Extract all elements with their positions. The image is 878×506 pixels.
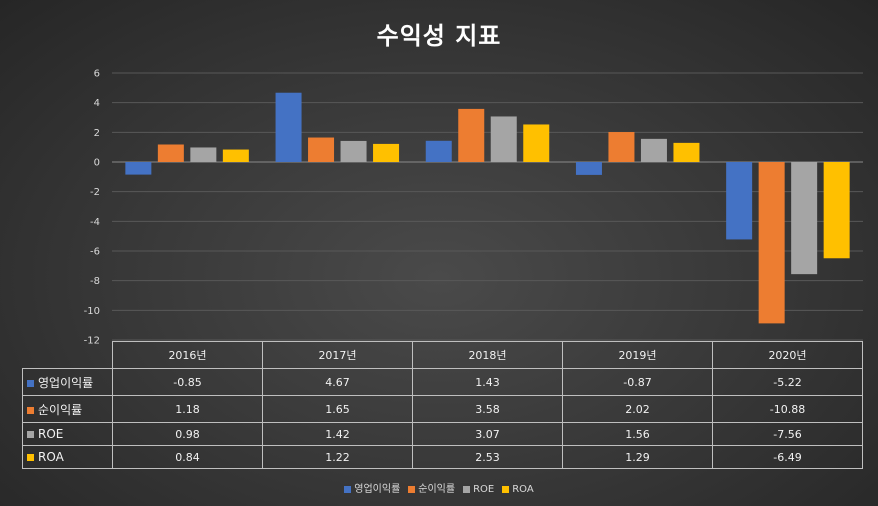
series-name: 영업이익률 [38,375,94,390]
y-tick-label: -4 [90,217,100,228]
series-swatch [27,431,34,438]
legend-item: 영업이익률 [344,480,400,495]
table-row: ROE 0.98 1.42 3.07 1.56 -7.56 [22,422,863,446]
bar-순이익률-2018년 [458,108,485,162]
bar-ROE-2019년 [640,138,667,162]
y-tick-label: 2 [94,128,100,139]
table-header-cell: 2016년 [112,341,263,369]
y-tick-label: -8 [90,276,100,287]
table-row-header: 영업이익률 [22,368,113,396]
bar-영업이익률-2018년 [425,140,452,162]
y-tick-label: 4 [94,98,100,109]
legend-label: 순이익률 [418,484,456,495]
legend-swatch [408,485,416,493]
table-value-cell: -10.88 [712,395,863,423]
table-value-cell: 3.58 [412,395,563,423]
table-value-cell: 2.02 [562,395,713,423]
table-header-cell: 2017년 [262,341,413,369]
y-tick-label: 6 [94,69,100,80]
table-row-header: ROE [22,422,113,446]
bar-영업이익률-2017년 [275,92,302,162]
table-value-cell: 1.22 [262,445,413,469]
table-value-cell: 0.98 [112,422,263,446]
bar-ROA-2016년 [222,149,249,162]
table-value-cell: 1.56 [562,422,713,446]
table-value-cell: 1.42 [262,422,413,446]
table-value-cell: -0.85 [112,368,263,396]
bar-순이익률-2019년 [608,132,635,162]
legend-label: ROE [473,484,495,495]
table-row: 순이익률 1.18 1.65 3.58 2.02 -10.88 [22,395,863,423]
table-value-cell: 0.84 [112,445,263,469]
table-value-cell: 3.07 [412,422,563,446]
table-row-header: ROA [22,445,113,469]
bar-영업이익률-2016년 [125,162,152,175]
legend-label: ROA [512,484,534,495]
y-tick-label: -10 [84,306,100,317]
table-value-cell: -0.87 [562,368,713,396]
table-value-cell: 4.67 [262,368,413,396]
legend-swatch [463,485,471,493]
table-row: ROA 0.84 1.22 2.53 1.29 -6.49 [22,445,863,469]
bar-ROA-2019년 [673,142,700,162]
bar-영업이익률-2019년 [575,162,602,175]
series-name: ROE [38,427,64,441]
table-value-cell: -6.49 [712,445,863,469]
legend-item: ROA [502,484,534,495]
table-corner [23,342,113,369]
series-swatch [27,454,34,461]
table-value-cell: 1.65 [262,395,413,423]
legend-item: ROE [463,484,494,495]
series-swatch [27,406,34,414]
legend-item: 순이익률 [408,480,455,495]
series-name: ROA [38,450,64,464]
legend-swatch [344,485,352,493]
bar-순이익률-2016년 [157,144,184,162]
bar-ROE-2020년 [791,162,818,275]
y-tick-label: 0 [94,158,100,169]
table-header-cell: 2019년 [562,341,713,369]
bar-ROA-2018년 [523,124,550,162]
legend-label: 영업이익률 [354,484,401,495]
table-value-cell: 1.29 [562,445,713,469]
y-tick-label: -6 [90,247,100,258]
bar-순이익률-2020년 [758,162,785,324]
table-value-cell: 1.43 [412,368,563,396]
bar-ROA-2017년 [373,143,400,162]
table-value-cell: -5.22 [712,368,863,396]
table-value-cell: 2.53 [412,445,563,469]
table-header-cell: 2018년 [412,341,563,369]
bar-ROA-2020년 [823,162,850,259]
bar-ROE-2016년 [190,147,217,162]
y-tick-label: -2 [90,187,100,198]
bar-ROE-2018년 [490,116,517,162]
legend-swatch [502,485,510,493]
chart-title: 수익성 지표 [376,22,502,50]
data-table: 2016년 2017년 2018년 2019년 2020년 영업이익률 -0.85 4.67 1… [22,341,863,469]
series-name: 순이익률 [38,402,83,417]
bar-순이익률-2017년 [308,137,335,162]
bar-ROE-2017년 [340,140,367,162]
legend: 영업이익률 순이익률 ROE ROA [0,480,878,495]
bar-영업이익률-2020년 [726,162,753,240]
table-value-cell: 1.18 [112,395,263,423]
plot-area: 6 4 2 0 -2 -4 -6 -8 -10 -12 [84,69,863,346]
y-tick-label: -12 [84,336,100,346]
series-swatch [27,379,34,387]
table-row: 영업이익률 -0.85 4.67 1.43 -0.87 -5.22 [22,368,863,396]
table-row-header: 순이익률 [22,395,113,423]
table-header-cell: 2020년 [712,341,863,369]
table-value-cell: -7.56 [712,422,863,446]
